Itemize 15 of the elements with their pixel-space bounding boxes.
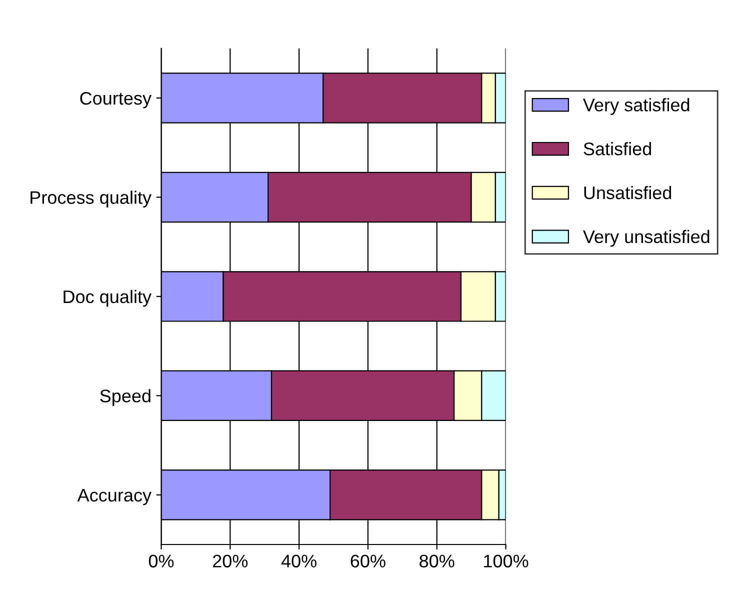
x-tick-label: 100% [484,554,528,568]
legend-label: Unsatisfied [584,186,672,200]
y-tick-label: Doc quality [64,290,152,307]
x-tick-label: 60% [350,554,386,568]
legend-label: Very satisfied [582,98,690,115]
y-tick-label: Courtesy [80,92,152,108]
x-tick-label: 20% [213,554,248,568]
x-tick-label: 0% [148,554,174,568]
y-tick-label: Process quality [30,190,152,208]
x-tick-label: 40% [281,554,316,568]
x-tick-label: 80% [420,554,454,568]
y-tick-label: Speed [100,389,150,406]
legend-label: Satisfied [584,142,651,156]
legend-label: Very unsatisfied [582,230,710,247]
y-tick-label: Accuracy [77,489,152,506]
